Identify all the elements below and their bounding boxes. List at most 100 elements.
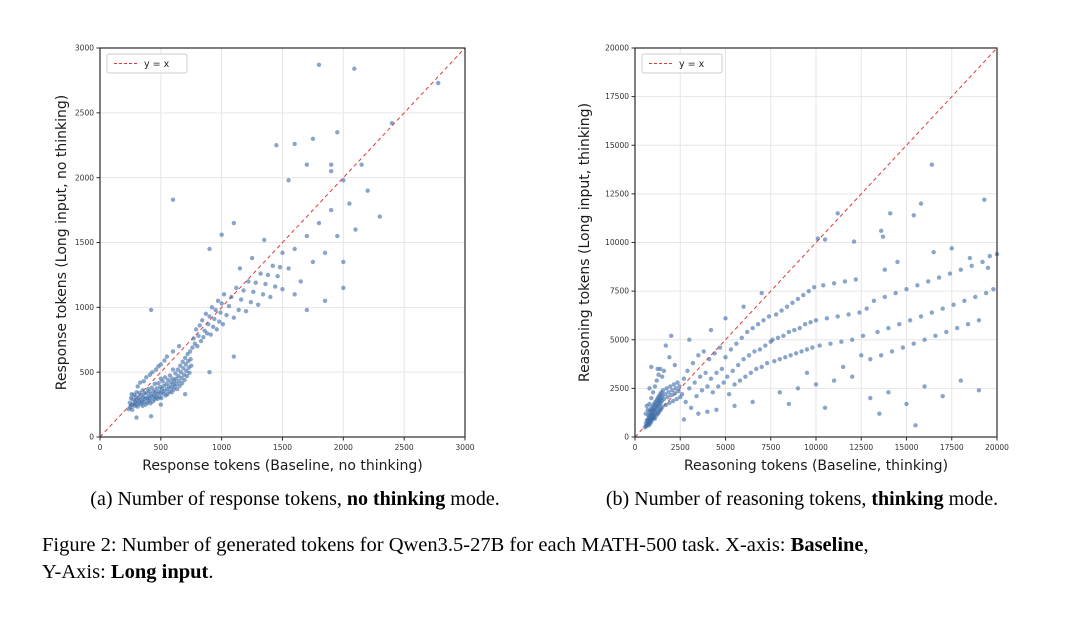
data-point bbox=[193, 327, 199, 332]
x-tick-label: 7500 bbox=[761, 443, 780, 452]
x-axis: 0 500 1000 1500 2000 2500 3000 bbox=[98, 437, 475, 452]
data-point bbox=[173, 371, 178, 376]
data-point bbox=[436, 80, 441, 86]
data-point bbox=[191, 336, 196, 341]
data-point bbox=[347, 201, 352, 206]
data-point bbox=[280, 250, 285, 256]
data-point bbox=[273, 284, 278, 289]
data-point bbox=[258, 271, 263, 276]
y-tick-label: 2500 bbox=[610, 384, 629, 393]
y-axis-label: Reasoning tokens (Long input, thinking) bbox=[577, 103, 593, 382]
data-point bbox=[270, 263, 275, 269]
data-point bbox=[694, 393, 699, 399]
data-point bbox=[672, 391, 678, 396]
data-point bbox=[292, 292, 297, 297]
data-point bbox=[659, 374, 665, 379]
data-point bbox=[670, 398, 676, 404]
data-point bbox=[672, 362, 678, 368]
data-point bbox=[175, 386, 180, 392]
data-point bbox=[685, 368, 690, 374]
data-point bbox=[757, 347, 763, 352]
data-point bbox=[882, 294, 887, 300]
subcaption-a-text: (a) Number of response tokens, bbox=[90, 488, 347, 510]
data-point bbox=[310, 259, 316, 265]
data-point bbox=[179, 380, 185, 386]
data-point bbox=[180, 359, 185, 364]
data-point bbox=[208, 332, 213, 337]
data-point bbox=[754, 366, 759, 372]
x-tick-label: 1500 bbox=[273, 443, 292, 452]
data-point bbox=[763, 343, 768, 348]
data-point bbox=[219, 232, 224, 237]
data-point bbox=[144, 375, 149, 380]
data-point bbox=[265, 272, 271, 278]
data-point bbox=[187, 370, 192, 376]
data-point bbox=[842, 279, 848, 284]
data-point bbox=[322, 250, 328, 256]
data-point bbox=[821, 283, 826, 288]
data-point bbox=[328, 168, 334, 174]
data-point bbox=[341, 285, 346, 291]
data-point bbox=[207, 246, 212, 252]
data-point bbox=[913, 423, 918, 428]
y-tick-label: 7500 bbox=[610, 287, 629, 296]
data-point bbox=[671, 382, 677, 387]
data-point bbox=[954, 325, 960, 331]
data-point bbox=[931, 250, 936, 255]
data-point bbox=[969, 263, 974, 269]
data-point bbox=[822, 237, 828, 242]
data-point bbox=[871, 298, 877, 304]
data-point bbox=[748, 370, 754, 376]
data-point bbox=[650, 390, 656, 395]
data-point bbox=[705, 409, 710, 414]
data-point bbox=[813, 318, 819, 323]
data-point bbox=[922, 337, 927, 342]
data-point bbox=[201, 334, 206, 340]
data-point bbox=[654, 378, 659, 383]
data-point bbox=[152, 381, 157, 387]
data-point bbox=[886, 325, 891, 331]
data-point bbox=[707, 357, 712, 362]
data-point bbox=[958, 378, 963, 383]
x-tick-label: 0 bbox=[98, 443, 103, 452]
data-point bbox=[880, 234, 886, 239]
data-point bbox=[949, 246, 954, 251]
data-point bbox=[207, 369, 212, 375]
data-point bbox=[316, 220, 322, 226]
data-point bbox=[675, 380, 680, 385]
data-point bbox=[940, 393, 945, 399]
data-point bbox=[752, 349, 757, 354]
data-point bbox=[746, 353, 752, 358]
data-point bbox=[739, 335, 744, 341]
data-point bbox=[167, 373, 173, 378]
data-point bbox=[947, 271, 953, 276]
data-point bbox=[795, 296, 801, 302]
data-point bbox=[804, 370, 810, 376]
data-point bbox=[359, 162, 364, 167]
data-point bbox=[703, 370, 708, 376]
data-point bbox=[770, 337, 775, 342]
data-point bbox=[889, 349, 895, 354]
data-point bbox=[649, 395, 654, 401]
subcaption-a-suffix: mode. bbox=[445, 488, 500, 510]
data-point bbox=[665, 394, 670, 400]
data-point bbox=[182, 392, 188, 397]
data-point bbox=[280, 286, 285, 292]
data-point bbox=[149, 385, 154, 390]
data-point bbox=[135, 384, 140, 389]
x-tick-label: 2500 bbox=[395, 443, 414, 452]
data-point bbox=[352, 66, 357, 71]
data-point bbox=[940, 306, 945, 311]
y-tick-label: 3000 bbox=[75, 44, 94, 53]
data-point bbox=[304, 307, 310, 313]
data-point bbox=[676, 389, 681, 394]
data-point bbox=[973, 294, 978, 300]
data-point bbox=[922, 384, 927, 389]
data-point bbox=[808, 320, 813, 325]
data-point bbox=[875, 329, 880, 335]
data-point bbox=[661, 396, 667, 402]
data-point bbox=[666, 390, 671, 395]
data-point bbox=[328, 162, 334, 167]
data-point bbox=[292, 141, 297, 147]
data-point bbox=[182, 377, 187, 383]
